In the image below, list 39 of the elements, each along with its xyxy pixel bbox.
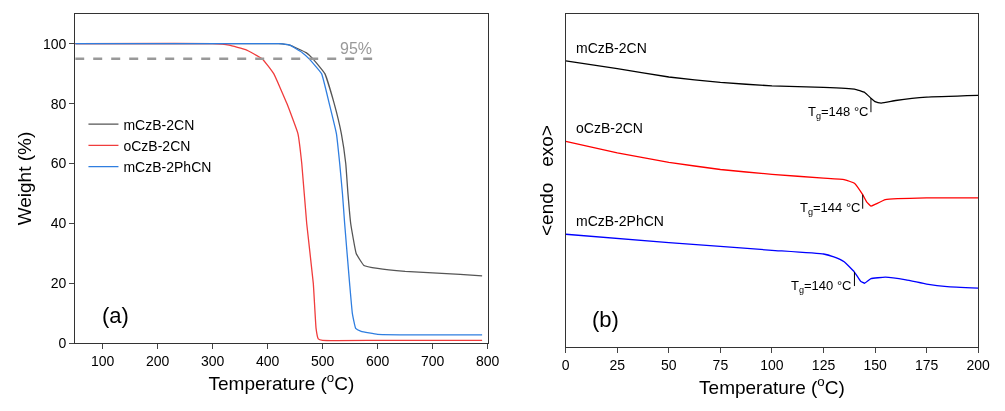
annotation: T$_{g}$=148 °C — [808, 104, 869, 121]
y-axis-title: <endo exo> — [535, 125, 557, 237]
x-tick-label: 200 — [966, 357, 991, 374]
y-tick-label: 100 — [43, 35, 67, 52]
x-tick-label: 700 — [420, 353, 445, 370]
series-label: mCzB-2CN — [576, 40, 647, 56]
series-label: oCzB-2CN — [576, 120, 643, 136]
x-tick-label: 100 — [760, 357, 784, 374]
x-tick-label: 25 — [609, 357, 626, 374]
x-tick-label: 150 — [863, 357, 887, 374]
x-tick-label: 600 — [365, 353, 390, 370]
x-tick-label: 75 — [712, 357, 729, 374]
x-axis-title: Temperature ($^{o}$C) — [208, 369, 355, 394]
x-tick-label: 0 — [561, 357, 570, 374]
x-axis-title: Temperature ($^{o}$C) — [699, 374, 845, 398]
x-tick-label: 175 — [914, 357, 939, 374]
x-tick-label: 200 — [146, 353, 170, 370]
y-tick-label: 60 — [50, 155, 67, 172]
y-tick-label: 0 — [58, 335, 67, 352]
y-tick-label: 20 — [50, 275, 67, 292]
x-tick-label: 50 — [661, 357, 677, 374]
legend-label: oCzB-2CN — [123, 137, 191, 154]
y-axis-title: Weight (%) — [13, 131, 35, 226]
series-label: mCzB-2PhCN — [576, 213, 664, 229]
legend-label: mCzB-2CN — [123, 116, 195, 133]
annotation: T$_{g}$=140 °C — [791, 278, 852, 295]
legend-label: mCzB-2PhCN — [123, 159, 212, 176]
x-tick-label: 125 — [811, 357, 836, 374]
x-tick-label: 100 — [91, 353, 115, 370]
x-tick-label: 400 — [255, 353, 280, 370]
annotation: 95% — [340, 40, 373, 57]
x-tick-label: 800 — [475, 353, 500, 370]
x-tick-label: 300 — [201, 353, 225, 370]
y-tick-label: 80 — [50, 95, 67, 112]
annotation: (b) — [592, 307, 619, 332]
y-tick-label: 40 — [50, 215, 67, 232]
annotation: T$_{g}$=144 °C — [800, 200, 861, 217]
x-tick-label: 500 — [310, 353, 335, 370]
annotation: (a) — [102, 303, 129, 328]
